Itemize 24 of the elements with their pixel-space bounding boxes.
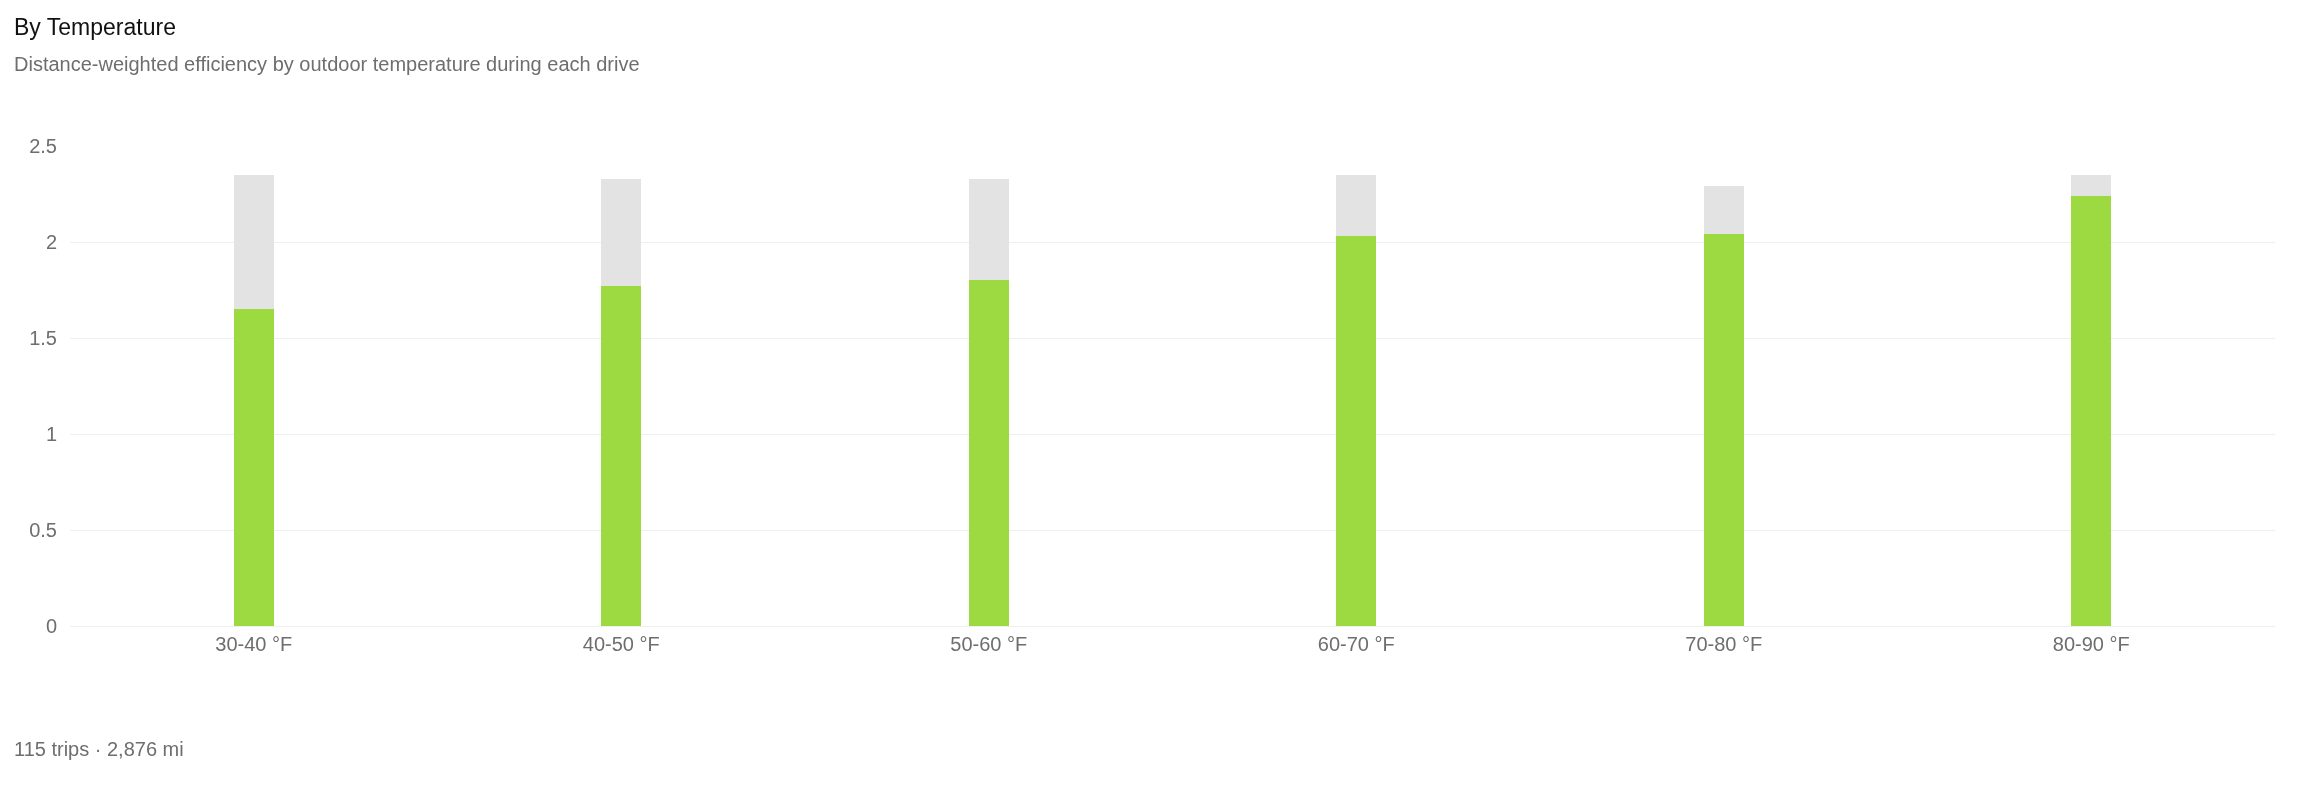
x-tick-label: 80-90 °F	[2052, 633, 2130, 655]
x-tick-label: 30-40 °F	[215, 633, 293, 655]
chart-subtitle: Distance-weighted efficiency by outdoor temperature during each drive	[14, 53, 640, 75]
bar	[1336, 174, 1377, 237]
y-tick-label: 1	[45, 423, 57, 445]
bar	[233, 309, 274, 626]
text: 115 trips · 2,876 mi	[14, 738, 184, 760]
y-tick-label: 0	[45, 615, 57, 637]
x-tick-label: 60-70 °F	[1317, 633, 1395, 655]
y-tick-label: 0.5	[29, 519, 57, 541]
bar	[2071, 195, 2112, 626]
bar	[1336, 236, 1377, 626]
y-tick-label: 1.5	[29, 327, 57, 349]
bar	[601, 286, 642, 626]
bar	[1703, 234, 1744, 626]
bar	[2071, 174, 2112, 196]
y-tick-label: 2.5	[29, 135, 57, 157]
chart-title: By Temperature	[14, 14, 176, 40]
bar	[968, 280, 1009, 626]
x-tick-label: 40-50 °F	[582, 633, 660, 655]
bar	[1703, 186, 1744, 235]
x-tick-label: 50-60 °F	[950, 633, 1028, 655]
y-tick-label: 2	[45, 231, 57, 253]
x-tick-label: 70-80 °F	[1685, 633, 1763, 655]
